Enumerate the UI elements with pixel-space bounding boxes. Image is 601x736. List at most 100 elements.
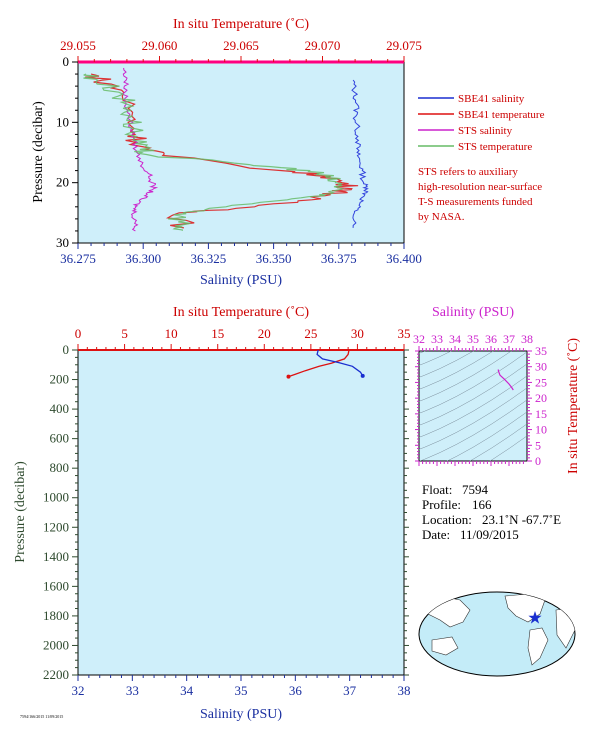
pressure-tick-label: 200 [50, 372, 70, 387]
series-line-temperature [288, 349, 350, 378]
series-end-marker [360, 373, 365, 378]
world-map [418, 591, 576, 677]
series-line-salinity [316, 349, 364, 377]
date-value: 11/09/2015 [460, 527, 519, 542]
y-axis-label: Pressure (decibar) [13, 461, 28, 563]
salinity-tick-label: 32 [413, 332, 425, 346]
salinity-tick-label: 33 [431, 332, 443, 346]
density-contours [409, 253, 547, 461]
density-contour [409, 253, 547, 333]
temperature-tick-label: 5 [121, 326, 128, 341]
density-contour [419, 351, 452, 366]
legend-label-sts-salinity: STS salinity [458, 125, 513, 137]
plot-area [418, 350, 528, 462]
location-label: Location: [422, 512, 472, 527]
density-contour [419, 351, 474, 378]
pressure-tick-label: 20 [56, 175, 69, 190]
density-contour [419, 363, 527, 426]
temperature-tick-label: 29.055 [60, 38, 96, 53]
float-info: Float: 7594 Profile: 166 Location: 23.1˚… [422, 482, 561, 542]
salinity-tick-label: 37 [503, 332, 515, 346]
salinity-tick-label: 33 [126, 683, 139, 698]
pressure-tick-label: 10 [56, 114, 69, 129]
data-series [286, 349, 365, 379]
temperature-tick-label: 25 [304, 326, 317, 341]
density-contour [419, 351, 512, 402]
bottom-axis-label: Salinity (PSU) [200, 707, 282, 722]
salinity-tick-label: 36.400 [386, 251, 422, 266]
temperature-tick-label: 30 [351, 326, 364, 341]
right-axis-label: In situ Temperature (˚C) [566, 338, 581, 474]
plot-area [77, 61, 405, 244]
float-location-marker [528, 611, 542, 624]
pressure-tick-label: 1800 [43, 608, 69, 623]
pressure-tick-label: 400 [50, 401, 70, 416]
temperature-tick-label: 10 [165, 326, 178, 341]
bottom-axis-label: Salinity (PSU) [200, 273, 282, 288]
data-series [497, 369, 514, 391]
note-line-4: by NASA. [418, 211, 465, 223]
pressure-tick-label: 1600 [43, 578, 69, 593]
profile-label: Profile: [422, 497, 461, 512]
ts-curve [497, 369, 514, 391]
salinity-tick-label: 35 [235, 683, 248, 698]
pressure-tick-label: 0 [63, 342, 70, 357]
top-axis-label: In situ Temperature (˚C) [173, 17, 309, 32]
plot-area [77, 349, 405, 676]
near-surface-profile-chart: 36.275 36.300 36.325 36.350 36.375 36.400 29.0… [31, 17, 422, 288]
series-end-marker [286, 374, 291, 379]
density-contour [419, 351, 494, 390]
temperature-tick-label: 29.060 [142, 38, 178, 53]
density-contour [419, 375, 527, 438]
legend-label-sts-temperature: STS temperature [458, 141, 532, 153]
density-contour [469, 423, 527, 461]
temperature-tick-label: 0 [535, 454, 541, 468]
legend-label-sbe41-temperature: SBE41 temperature [458, 109, 545, 121]
pressure-tick-label: 2200 [43, 667, 69, 682]
temperature-tick-label: 0 [75, 326, 82, 341]
location-value: 23.1˚N -67.7˚E [482, 512, 561, 527]
axis-ticks: 32 33 34 35 36 37 38 0 5 10 15 20 25 30 35 0 200 400 600 80… [43, 326, 411, 698]
temperature-tick-label: 29.075 [386, 38, 422, 53]
density-contour [419, 399, 527, 461]
temperature-tick-label: 20 [258, 326, 271, 341]
temperature-tick-label: 10 [535, 423, 547, 437]
density-contour [419, 351, 527, 414]
top-axis-label: In situ Temperature (˚C) [173, 305, 309, 320]
salinity-tick-label: 36.275 [60, 251, 96, 266]
pressure-tick-label: 800 [50, 460, 70, 475]
y-axis-label: Pressure (decibar) [31, 101, 46, 203]
legend-label-sbe41-salinity: SBE41 salinity [458, 93, 525, 105]
salinity-tick-label: 36 [289, 683, 303, 698]
series-line-sbe41-salinity [351, 79, 369, 228]
temperature-tick-label: 15 [211, 326, 224, 341]
data-series [83, 67, 369, 232]
density-contour [419, 387, 527, 450]
landmass-greenland [547, 592, 565, 603]
temperature-tick-label: 20 [535, 391, 547, 405]
pressure-tick-label: 2000 [43, 637, 69, 652]
landmass-australia [431, 636, 459, 656]
pressure-tick-label: 1200 [43, 519, 69, 534]
temperature-tick-label: 35 [398, 326, 411, 341]
legend: SBE41 salinity SBE41 temperature STS sal… [418, 93, 545, 153]
salinity-tick-label: 36.325 [191, 251, 227, 266]
salinity-tick-label: 32 [72, 683, 85, 698]
salinity-tick-label: 35 [467, 332, 479, 346]
profile-value: 166 [472, 497, 492, 512]
note-line-2: high-resolution near-surface [418, 181, 542, 193]
date-label: Date: [422, 527, 450, 542]
sts-note: STS refers to auxiliary high-resolution … [418, 166, 542, 223]
float-value: 7594 [462, 482, 489, 497]
note-line-3: T-S measurements funded [418, 196, 533, 208]
series-line-sts-temperature [83, 73, 345, 231]
pressure-tick-label: 600 [50, 431, 70, 446]
temperature-tick-label: 35 [535, 344, 547, 358]
salinity-tick-label: 36.375 [321, 251, 357, 266]
temperature-tick-label: 30 [535, 360, 547, 374]
top-axis-label: Salinity (PSU) [432, 305, 514, 320]
salinity-tick-label: 34 [180, 683, 194, 698]
